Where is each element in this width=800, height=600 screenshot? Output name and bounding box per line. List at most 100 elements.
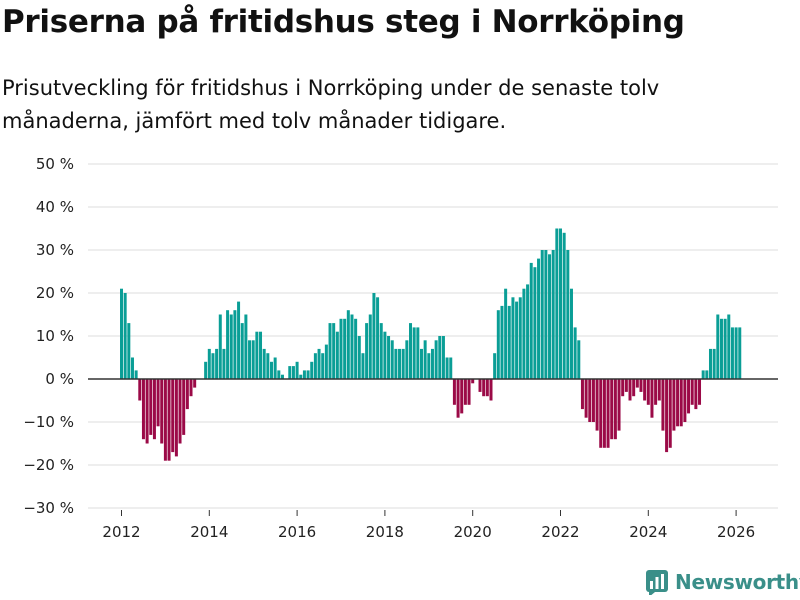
bar [650, 379, 654, 418]
bar [218, 314, 222, 379]
bar [511, 297, 515, 379]
bar [504, 288, 508, 379]
bar [438, 336, 442, 379]
bar [127, 323, 131, 379]
bar [233, 310, 237, 379]
bar [368, 314, 372, 379]
bar [419, 348, 423, 379]
bar [602, 379, 606, 448]
bar [515, 301, 519, 379]
bar [496, 310, 500, 379]
bar [211, 353, 215, 379]
bar [354, 318, 358, 379]
bar [339, 318, 343, 379]
x-tick-label: 2026 [717, 523, 755, 541]
bar [376, 297, 380, 379]
bar [727, 314, 731, 379]
bar [518, 297, 522, 379]
bar [299, 374, 303, 379]
bar [295, 361, 299, 379]
bar [207, 348, 211, 379]
bar [533, 267, 537, 379]
bar [160, 379, 164, 444]
bar [416, 327, 420, 379]
bar [679, 379, 683, 427]
bar [445, 357, 449, 379]
bar [313, 353, 317, 379]
bar [632, 379, 636, 397]
bar [255, 331, 259, 379]
chart-title: Priserna på fritidshus steg i Norrköping [2, 4, 685, 40]
bar [328, 323, 332, 379]
bar [591, 379, 595, 422]
bar [456, 379, 460, 418]
bar [555, 228, 559, 379]
bar [441, 336, 445, 379]
bar [730, 327, 734, 379]
bar [273, 357, 277, 379]
bar [672, 379, 676, 431]
bar [668, 379, 672, 448]
bar [423, 340, 427, 379]
bar [343, 318, 347, 379]
bar [259, 331, 263, 379]
bar [573, 327, 577, 379]
bar [401, 348, 405, 379]
bar [120, 288, 123, 379]
x-tick-label: 2012 [102, 523, 140, 541]
bar [460, 379, 464, 414]
bar [566, 250, 570, 379]
bar [624, 379, 628, 392]
bar [321, 353, 325, 379]
bar [152, 379, 156, 440]
bar [738, 327, 742, 379]
bar [167, 379, 171, 461]
bar [701, 370, 705, 379]
bar [606, 379, 610, 448]
bar [723, 318, 727, 379]
bar [324, 344, 328, 379]
bar [449, 357, 453, 379]
chart-subtitle: Prisutveckling för fritidshus i Norrköpi… [2, 76, 660, 133]
brand-name: Newsworthy [675, 570, 800, 594]
bar [317, 348, 321, 379]
bar [628, 379, 632, 401]
bar [383, 331, 387, 379]
bar [156, 379, 160, 427]
bar [357, 336, 361, 379]
grid-lines [88, 163, 778, 509]
bar [698, 379, 702, 405]
bar [526, 284, 530, 379]
bar [277, 370, 281, 379]
last-value-label: 12 % [728, 0, 764, 4]
bar [229, 314, 233, 379]
bar [434, 340, 438, 379]
bar [690, 379, 694, 405]
x-tick-label: 2022 [541, 523, 579, 541]
bar [409, 323, 413, 379]
bar [577, 340, 581, 379]
bar [708, 348, 712, 379]
bar [171, 379, 175, 453]
bar [676, 379, 680, 427]
bar [734, 327, 738, 379]
bar [687, 379, 691, 414]
bar [584, 379, 588, 418]
bar [361, 353, 365, 379]
bar [540, 250, 544, 379]
bar [412, 327, 416, 379]
bar [719, 318, 723, 379]
y-tick-label: 30 % [36, 241, 74, 259]
bar [182, 379, 186, 435]
x-tick-label: 2014 [190, 523, 228, 541]
bar [522, 288, 526, 379]
bar [580, 379, 584, 410]
bar [280, 374, 284, 379]
bar [130, 357, 134, 379]
y-tick-label: 50 % [36, 155, 74, 173]
bar [398, 348, 402, 379]
y-tick-label: 0 % [45, 370, 74, 388]
bar [489, 379, 493, 401]
bar [478, 379, 482, 392]
